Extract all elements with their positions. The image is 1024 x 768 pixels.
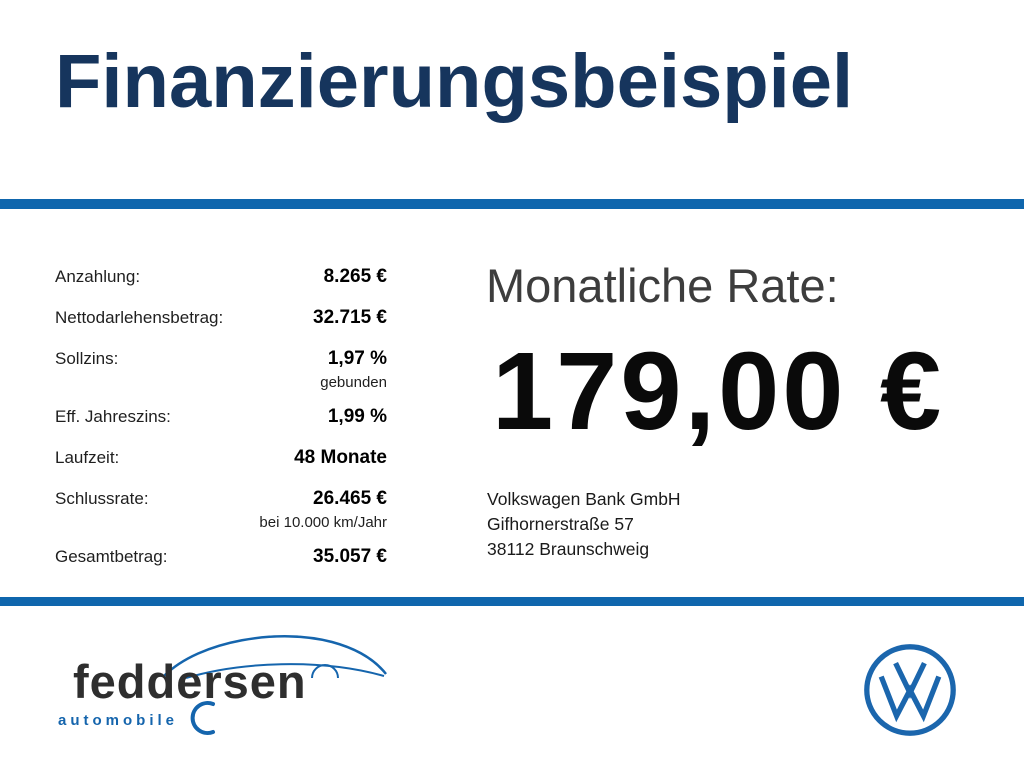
finance-row-value: 35.057 €	[313, 546, 387, 567]
finance-row-subnote: bei 10.000 km/Jahr	[259, 514, 387, 531]
dealer-subtitle: automobile	[58, 712, 179, 729]
dealer-name: feddersen	[73, 655, 307, 708]
page-title: Finanzierungsbeispiel	[55, 39, 854, 124]
finance-row: Eff. Jahreszins: 1,99 %	[55, 406, 387, 428]
bank-name-line: Volkswagen Bank GmbH	[487, 489, 681, 509]
swoosh-icon	[190, 701, 215, 735]
finance-row-label: Schlussrate:	[55, 489, 149, 508]
bank-street-line: Gifhornerstraße 57	[487, 513, 634, 534]
monthly-rate-title: Monatliche Rate:	[486, 259, 839, 312]
finance-row-label: Sollzins:	[55, 349, 119, 368]
bottom-divider	[0, 597, 1024, 606]
finance-row-value: 32.715 €	[313, 307, 387, 328]
finance-row-value: 1,97 %	[327, 348, 387, 369]
vw-logo-icon	[864, 644, 956, 736]
finance-row-value: 1,99 %	[327, 406, 387, 427]
finance-row-label: Nettodarlehensbetrag:	[55, 308, 224, 327]
finance-row: Gesamtbetrag: 35.057 €	[55, 546, 387, 568]
finance-row-value: 48 Monate	[294, 447, 387, 468]
bank-address: Volkswagen Bank GmbH Gifhornerstraße 57 …	[487, 487, 681, 562]
finance-row-label: Eff. Jahreszins:	[55, 407, 171, 426]
finance-row-label: Laufzeit:	[55, 448, 120, 467]
finance-row-label: Gesamtbetrag:	[55, 547, 168, 566]
finance-row-label: Anzahlung:	[55, 267, 141, 286]
bank-city-line: 38112 Braunschweig	[487, 538, 650, 559]
dealer-logo: feddersen automobile	[55, 624, 387, 744]
finance-table: Anzahlung: 8.265 € Nettodarlehensbetrag:…	[55, 266, 387, 587]
monthly-rate-amount: 179,00 €	[492, 330, 945, 453]
finance-row: Laufzeit: 48 Monate	[55, 447, 387, 469]
finance-row: Sollzins: 1,97 %	[55, 348, 387, 370]
top-divider	[0, 199, 1024, 209]
finance-row: Nettodarlehensbetrag: 32.715 €	[55, 307, 387, 329]
finance-row-value: 8.265 €	[323, 266, 387, 287]
finance-row: Schlussrate: 26.465 €	[55, 488, 387, 510]
finance-row: Anzahlung: 8.265 €	[55, 266, 387, 288]
finance-row-value: 26.465 €	[313, 488, 387, 509]
finance-row-subnote: gebunden	[320, 374, 387, 391]
car-sketch-icon	[163, 635, 387, 679]
